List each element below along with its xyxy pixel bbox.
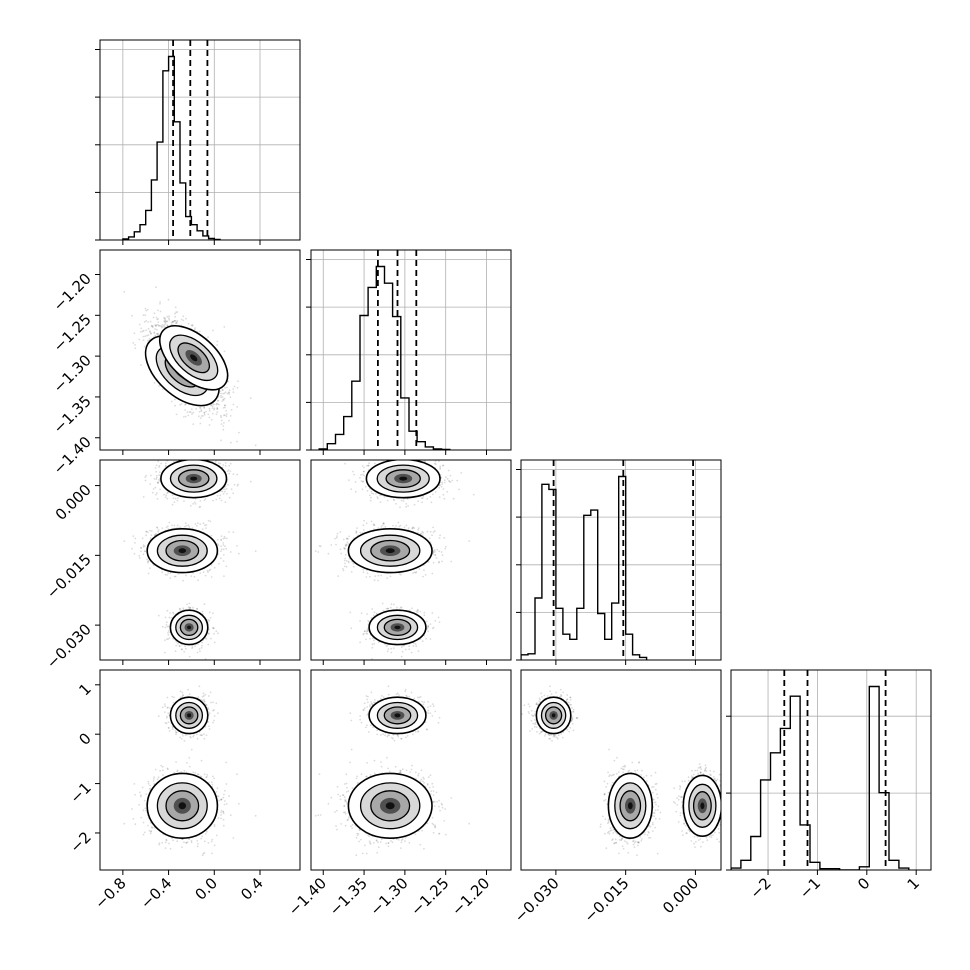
histogram-step-3 [731, 685, 910, 870]
contour-level-4 [700, 802, 705, 810]
axes-frame-3-0 [99, 669, 301, 871]
histogram-0 [122, 40, 221, 240]
x-tick-label: −1.30 [366, 874, 411, 919]
histogram-3 [731, 670, 910, 870]
contour-level-4 [190, 354, 198, 362]
y-tick-label: −1.40 [50, 433, 95, 478]
y-tick-label: −0.030 [43, 620, 95, 672]
x-tick-label: −1.20 [448, 874, 493, 919]
x-tick-label: −0.015 [581, 874, 633, 926]
axes-frame-2-0 [99, 459, 301, 661]
density-panel-3-2 [535, 696, 721, 839]
axes-frame-3-3 [730, 669, 932, 871]
density-panel-3-1 [347, 696, 433, 839]
contour-level-4 [178, 548, 187, 554]
y-tick-label: −0.015 [43, 550, 95, 602]
x-tick-label: −0.030 [511, 874, 563, 926]
y-tick-label: −1.25 [50, 310, 95, 355]
x-tick-label: 1 [904, 874, 923, 893]
contour-level-4 [394, 625, 401, 630]
axes-frame-3-1 [310, 669, 512, 871]
x-tick-label: −1.40 [285, 874, 330, 919]
contour-level-4 [187, 625, 192, 630]
contour-level-4 [190, 476, 198, 481]
density-layer [144, 325, 721, 839]
contour-level-4 [551, 713, 556, 718]
density-panel-1-0 [144, 325, 229, 407]
y-tick-label: −1.20 [50, 270, 95, 315]
histogram-step-2 [521, 475, 648, 660]
grid-hist-3 [731, 670, 931, 870]
y-tick-label: 1 [75, 680, 94, 699]
histogram-1 [318, 250, 451, 450]
histogram-step-1 [318, 265, 451, 450]
density-panel-2-0 [146, 460, 228, 646]
contour-level-4 [399, 476, 408, 481]
x-tick-label: −1 [796, 874, 824, 902]
contour-level-4 [178, 802, 187, 810]
contour-level-4 [627, 802, 633, 810]
histogram-step-0 [122, 55, 221, 240]
y-tick-label: −1 [66, 779, 94, 807]
x-tick-label: −2 [746, 874, 774, 902]
density-panel-3-0 [146, 696, 219, 839]
x-tick-label: 0.000 [659, 874, 702, 917]
x-tick-label: −1.35 [326, 874, 371, 919]
x-tick-label: −0.8 [91, 874, 129, 912]
axes-frame-1-0 [99, 249, 301, 451]
grid-layer [100, 40, 931, 870]
contour-level-4 [187, 713, 192, 718]
x-tick-label: 0 [854, 874, 873, 893]
x-tick-label: −1.25 [407, 874, 452, 919]
contour-level-4 [394, 713, 401, 718]
axes-frame-2-2 [520, 459, 722, 661]
axes-frame-2-1 [310, 459, 512, 661]
y-tick-label: −2 [66, 828, 94, 856]
x-tick-label: −0.4 [137, 874, 175, 912]
density-panel-2-1 [347, 460, 441, 646]
axes-frames [99, 39, 932, 871]
contour-level-4 [385, 548, 395, 554]
contour-level-4 [385, 802, 395, 810]
y-tick-label: 0.000 [52, 481, 95, 524]
grid-hist-0 [100, 40, 300, 240]
histogram-layer [122, 40, 910, 870]
axes-frame-3-2 [520, 669, 722, 871]
x-tick-label: 0.4 [237, 874, 267, 904]
axes-frame-1-1 [310, 249, 512, 451]
y-tick-label: −1.35 [50, 392, 95, 437]
y-tick-label: −1.30 [50, 351, 95, 396]
x-tick-label: 0.0 [192, 874, 222, 904]
y-tick-label: 0 [75, 729, 94, 748]
grid-hist-1 [311, 250, 511, 450]
axes-frame-0-0 [99, 39, 301, 241]
histogram-2 [521, 460, 694, 660]
